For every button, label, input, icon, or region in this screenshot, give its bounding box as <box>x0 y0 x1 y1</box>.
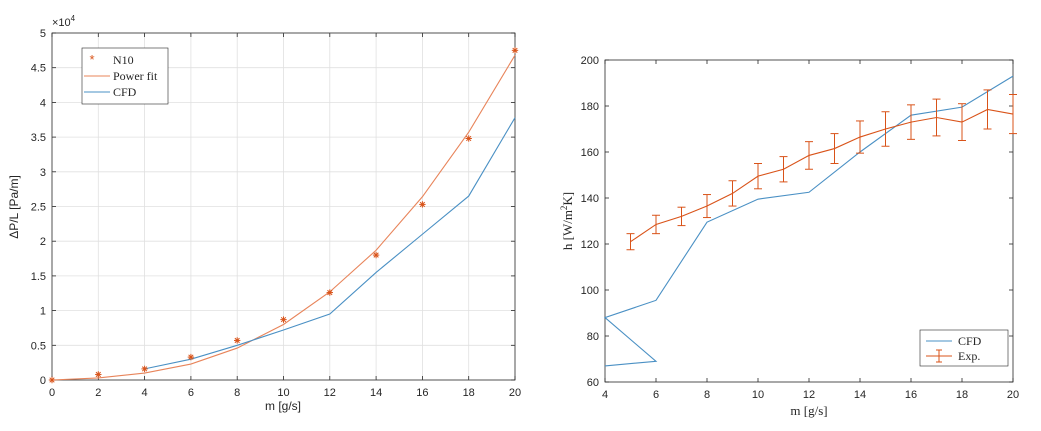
n10-point <box>141 365 148 373</box>
right-x-tick-label: 4 <box>602 389 608 401</box>
right-x-tick-label: 8 <box>704 389 710 401</box>
n10-point <box>419 201 426 208</box>
exp-errorbar <box>907 104 915 140</box>
right-x-tick-label: 18 <box>956 389 968 401</box>
left-y-tick-label: 1 <box>40 306 46 318</box>
left-y-tick-label: 5 <box>40 28 46 40</box>
exp-errorbar <box>830 133 839 164</box>
exp-errorbar <box>754 163 762 190</box>
n10-point <box>234 337 241 344</box>
right-y-tick-label: 60 <box>587 377 599 389</box>
legend-cfd-label: CFD <box>113 85 137 99</box>
left-x-tick-label: 0 <box>49 387 55 399</box>
n10-point <box>511 47 519 54</box>
right-chart: 4 6 8 10 12 14 16 18 20 60 80 100 120 140 160 180 200 h … <box>559 55 1019 418</box>
right-y-tick-label: 120 <box>581 239 599 251</box>
exp-errorbar <box>1009 94 1017 135</box>
right-y-tick-label: 180 <box>581 101 599 113</box>
left-y-tick-label: 4.5 <box>31 63 46 75</box>
right-x-axis-label: m [g/s] <box>790 403 827 418</box>
exp-errorbar <box>703 194 711 219</box>
right-y-tick-label: 200 <box>581 55 599 67</box>
right-y-tick-label: 140 <box>581 193 599 205</box>
right-x-tick-label: 14 <box>854 389 866 401</box>
exp-errorbar <box>983 89 992 130</box>
n10-point <box>187 353 195 361</box>
left-y-tick-label: 4 <box>40 97 46 109</box>
left-x-tick-label: 4 <box>142 387 148 399</box>
right-y-tick-label: 160 <box>581 147 599 159</box>
exp-errorbar <box>958 103 966 141</box>
right-x-tick-label: 6 <box>653 389 659 401</box>
left-exponent-label: ×104 <box>52 14 76 29</box>
cfd-line-left <box>144 117 516 370</box>
legend-exp-label: Exp. <box>958 349 980 363</box>
n10-point <box>95 371 102 378</box>
left-x-tick-label: 8 <box>234 387 240 399</box>
left-x-tick-label: 20 <box>509 387 521 399</box>
n10-point <box>465 135 472 142</box>
legend-cfd-label-right: CFD <box>958 334 982 348</box>
right-y-tick-label: 80 <box>587 331 599 343</box>
right-plot-area <box>604 59 1014 383</box>
left-y-tick-label: 2.5 <box>31 202 46 214</box>
legend-power-fit-label: Power fit <box>113 69 158 83</box>
n10-point <box>372 251 380 259</box>
right-x-tick-label: 16 <box>905 389 917 401</box>
left-x-tick-label: 16 <box>416 387 428 399</box>
right-y-tick-label: 100 <box>581 285 599 297</box>
left-y-tick-label: 0.5 <box>31 340 46 352</box>
exp-errorbar <box>932 98 941 137</box>
left-y-tick-label: 2 <box>40 236 46 248</box>
left-y-axis-label: ΔP/L [Pa/m] <box>7 175 21 239</box>
exp-errorbar <box>881 111 890 147</box>
left-legend: * N10 Power fit CFD <box>81 47 169 105</box>
right-y-axis-label: h [W/m2K] <box>559 192 575 250</box>
exp-errorbar <box>677 206 686 227</box>
legend-n10-label: N10 <box>113 53 134 67</box>
right-legend-box <box>919 329 1009 367</box>
power-fit-line <box>51 54 516 381</box>
left-x-tick-label: 14 <box>370 387 382 399</box>
n10-point <box>280 316 287 323</box>
left-series <box>48 47 519 384</box>
right-series <box>603 75 1017 367</box>
exp-line <box>630 108 1014 243</box>
right-legend: CFD Exp. <box>919 329 1009 367</box>
left-y-tick-label: 3 <box>40 167 46 179</box>
left-chart: 0 2 4 6 8 10 12 14 16 18 20 0 0.5 1 1.5 2 2.5 3 3.5 4 4.5 5 ×… <box>7 14 521 413</box>
exp-errorbar <box>626 233 635 251</box>
exp-errorbar <box>805 141 813 170</box>
left-x-axis-label: m [g/s] <box>265 399 301 413</box>
left-x-tick-label: 18 <box>463 387 475 399</box>
legend-n10-marker-icon: * <box>89 52 94 67</box>
left-x-tick-label: 10 <box>277 387 289 399</box>
left-x-tick-label: 6 <box>188 387 194 399</box>
exp-errorbar <box>728 180 737 207</box>
cfd-line-right <box>603 75 1014 367</box>
n10-point <box>48 376 56 384</box>
n10-point <box>326 289 333 296</box>
left-y-tick-label: 3.5 <box>31 132 46 144</box>
right-x-tick-label: 20 <box>1007 389 1019 401</box>
left-grid <box>52 33 515 380</box>
left-x-tick-label: 2 <box>95 387 101 399</box>
exp-errorbar <box>779 156 788 183</box>
exp-errorbar <box>652 214 660 235</box>
left-x-tick-label: 12 <box>324 387 336 399</box>
left-y-tick-label: 0 <box>40 375 46 387</box>
left-y-tick-label: 1.5 <box>31 271 46 283</box>
right-x-tick-label: 10 <box>752 389 764 401</box>
exp-errorbar <box>856 120 864 154</box>
right-x-tick-label: 12 <box>803 389 815 401</box>
right-ticks: 4 6 8 10 12 14 16 18 20 60 80 100 120 140 160 180 200 <box>581 55 1019 401</box>
